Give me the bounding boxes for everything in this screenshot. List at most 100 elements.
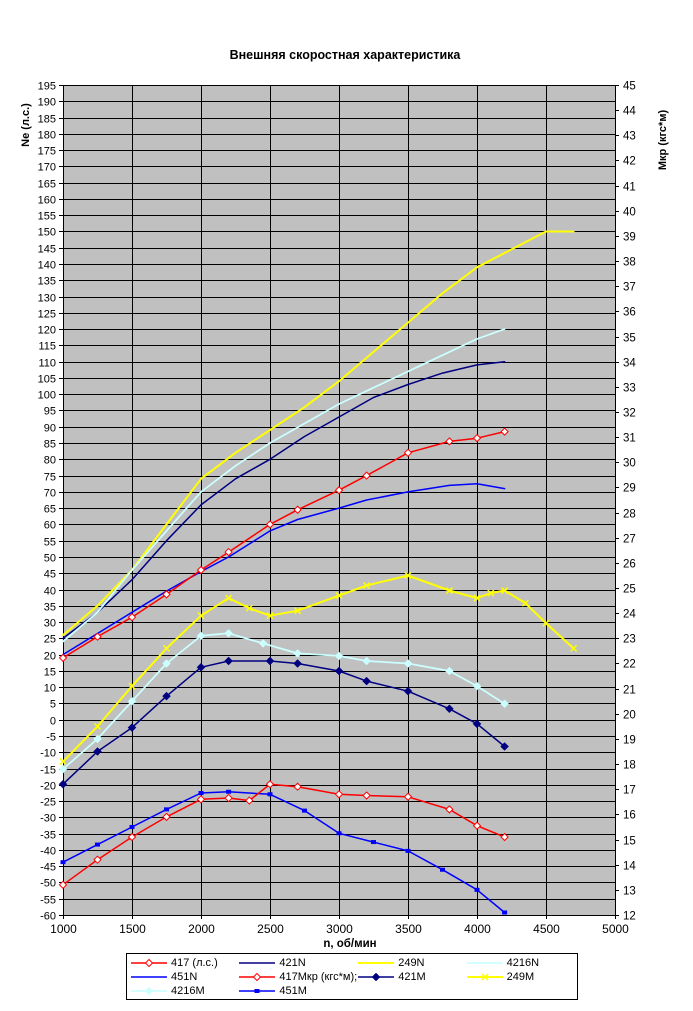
series-marker (197, 612, 205, 620)
series-marker (245, 604, 253, 612)
y-left-tick-label: -55 (40, 895, 56, 907)
y-left-tick-label: 180 (38, 130, 56, 142)
series-marker (226, 789, 232, 794)
gridlines (63, 85, 616, 916)
y-right-tick-label: 20 (623, 710, 636, 722)
y-right-tick-label: 36 (623, 307, 636, 319)
x-tick-label: 4000 (464, 922, 491, 936)
y-right-tick-label: 23 (623, 634, 636, 646)
y-left-tick-label: 10 (44, 683, 56, 695)
series-marker (445, 805, 454, 814)
series-marker (302, 808, 307, 813)
y-right-tick-label: 37 (623, 282, 636, 294)
series-marker (500, 699, 509, 709)
series-marker (93, 632, 102, 641)
series-417Мкрк (58, 780, 509, 890)
y-left-tick-label: 170 (38, 162, 56, 174)
legend-item: 4216M (130, 984, 238, 998)
y-left-tick-label: 130 (38, 293, 56, 305)
series-249N (62, 230, 575, 637)
legend-label: 417Мкр (кгс*м); (279, 970, 358, 983)
y-left-tick-label: 50 (44, 553, 56, 565)
series-line (62, 791, 506, 914)
legend-item: 451M (238, 984, 357, 998)
y-right-tick-label: 30 (623, 458, 636, 470)
series-marker (129, 824, 135, 829)
series-marker (403, 659, 413, 668)
y-left-tick-label: 0 (50, 716, 56, 728)
series-marker (162, 812, 171, 822)
series-marker (127, 612, 137, 622)
series-marker (245, 796, 254, 805)
series-marker (196, 565, 206, 575)
series-marker (60, 860, 66, 865)
series-line (62, 430, 506, 659)
series-line (62, 360, 506, 640)
series-marker (371, 972, 381, 981)
series-marker (403, 792, 413, 801)
series-marker (542, 619, 550, 627)
series-marker (334, 486, 344, 495)
y-left-tick-label: 90 (44, 423, 56, 435)
legend-sample (131, 986, 167, 995)
legend-label: 249M (506, 970, 535, 983)
series-marker (93, 747, 102, 756)
y-right-tick-label: 26 (623, 559, 636, 571)
x-tick-label: 1500 (119, 922, 146, 936)
series-marker (500, 832, 509, 842)
legend-item: 421M (357, 970, 465, 984)
series-451N (62, 482, 506, 656)
y-left-tick-label: -15 (40, 765, 56, 777)
y-left-tick-label: 165 (38, 179, 56, 191)
series-marker (196, 631, 206, 641)
y-right-tick-label: 25 (623, 584, 636, 596)
series-marker (405, 848, 411, 853)
y-left-tick-label: -60 (40, 911, 56, 923)
series-marker (224, 547, 233, 557)
series-marker (58, 764, 68, 774)
legend-item: 417Мкр (кгс*м); (238, 970, 357, 984)
y-left-tick-label: 40 (44, 586, 56, 598)
y-left-tick-label: 35 (44, 602, 56, 614)
series-4216M (58, 628, 509, 774)
y-left-tick-label: 60 (44, 520, 56, 532)
y-left-tick-label: -40 (40, 846, 56, 858)
x-tick-label: 2000 (188, 922, 215, 936)
series-line (62, 632, 506, 770)
y-left-tick-label: 155 (38, 211, 56, 223)
series-line (62, 660, 506, 785)
series-marker (481, 972, 489, 981)
legend-label: 417 (л.с.) (171, 956, 218, 969)
y-right-tick-label: 34 (623, 358, 636, 370)
series-marker (254, 988, 260, 993)
series-marker (127, 696, 137, 706)
series-marker (362, 656, 371, 666)
y-right-tick-label: 27 (623, 534, 636, 546)
legend-sample (131, 975, 167, 978)
y-left-tick-label: 85 (44, 439, 56, 451)
y-left-tick-label: 30 (44, 618, 56, 630)
legend-sample (239, 988, 276, 993)
legend-item: 249N (357, 956, 465, 970)
series-marker (293, 659, 302, 668)
series-marker (334, 651, 344, 661)
series-marker (501, 587, 509, 595)
chart-title: Внешняя скоростная характеристика (229, 48, 461, 62)
y-left-tick-label: 15 (44, 667, 56, 679)
y-right-tick-label: 14 (623, 861, 636, 873)
series-marker (334, 790, 344, 799)
series-marker (196, 795, 206, 804)
series-marker (162, 590, 171, 599)
series-marker (58, 779, 68, 789)
series-249M (59, 571, 578, 766)
series-marker (474, 887, 480, 892)
y-left-tick-label: 75 (44, 472, 56, 484)
y-right-tick-label: 38 (623, 257, 636, 269)
y-left-tick-label: 20 (44, 651, 56, 663)
series-marker (224, 656, 233, 666)
y-left-tick-label: 55 (44, 537, 56, 549)
y-left-tick-label: 115 (38, 341, 56, 353)
series-marker (570, 644, 578, 652)
y-right-tick-label: 24 (623, 609, 636, 621)
